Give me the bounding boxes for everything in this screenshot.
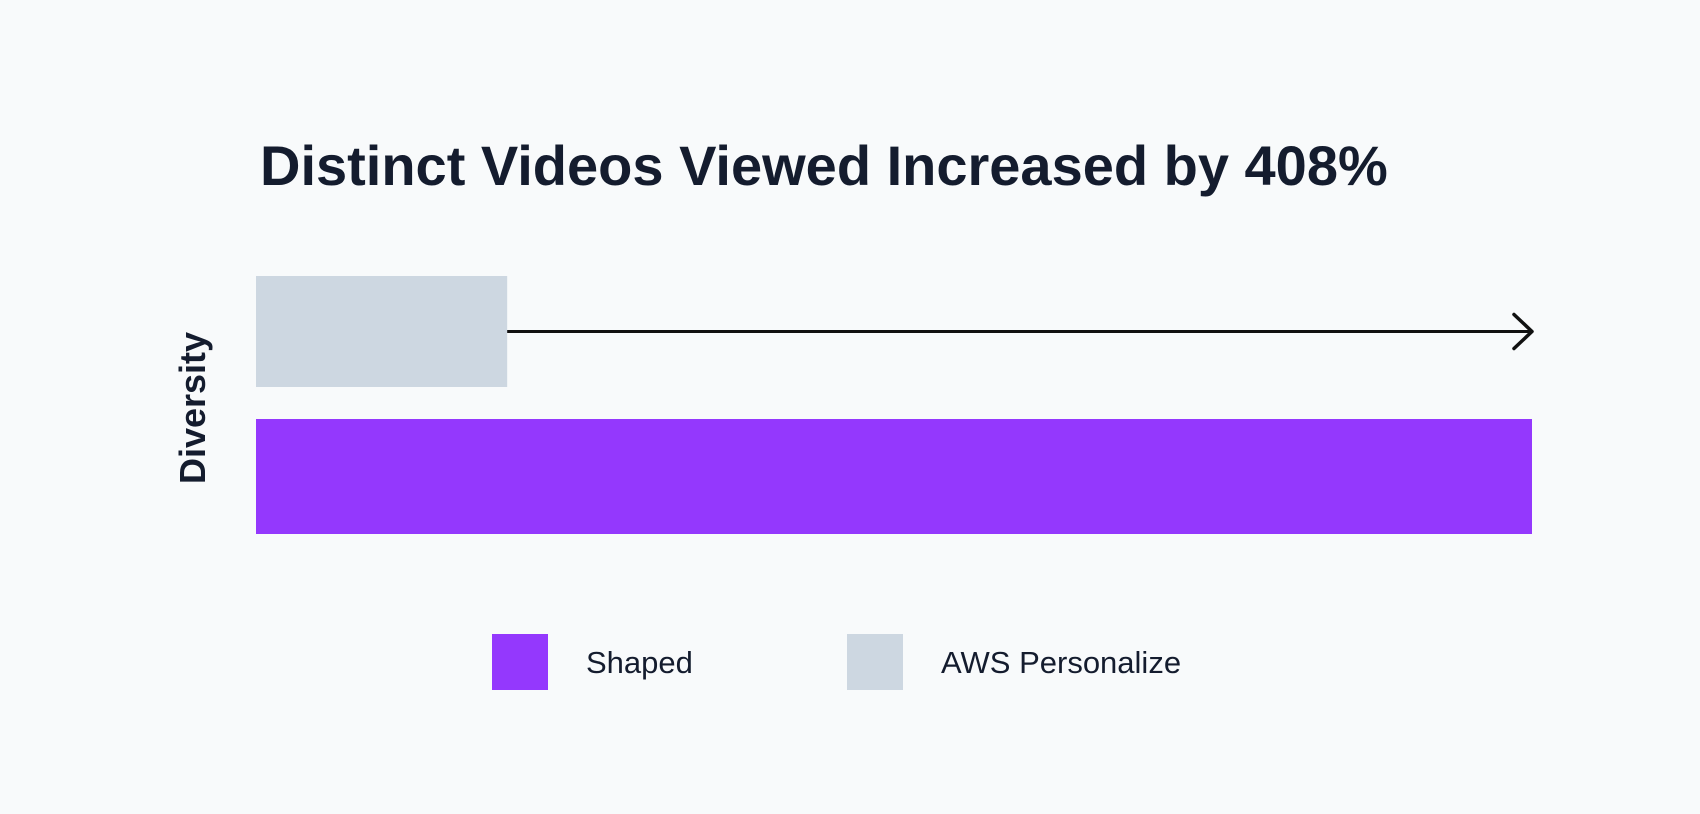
legend-swatch-shaped [492, 634, 548, 690]
bars-group [256, 276, 1532, 534]
legend-swatch-aws-personalize [847, 634, 903, 690]
legend-label-aws-personalize: AWS Personalize [941, 645, 1181, 680]
bar-shaped [256, 419, 1532, 534]
legend-label-shaped: Shaped [586, 645, 693, 680]
y-axis-label: Diversity [172, 332, 213, 484]
legend: Shaped AWS Personalize [492, 634, 1181, 690]
bar-aws-personalize [256, 276, 508, 387]
growth-arrow-annotation [507, 312, 1534, 351]
arrow-head-icon [1512, 312, 1534, 351]
chart-title: Distinct Videos Viewed Increased by 408% [260, 134, 1388, 197]
